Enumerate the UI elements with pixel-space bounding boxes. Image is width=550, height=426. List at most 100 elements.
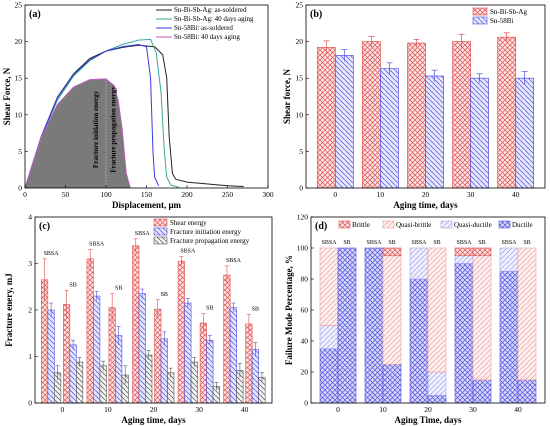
c-group-label: SB (206, 306, 213, 312)
b-xtick-label: 0 (333, 190, 337, 199)
d-bar-segment (499, 270, 519, 404)
c-y-axis-label: Fracture enery, mJ (4, 273, 14, 347)
d-bar-segment (454, 255, 474, 264)
b-bar (470, 77, 489, 189)
b-legend-label-0: Sn-Bi-Sb-Ag (490, 8, 527, 16)
d-ytick-label: 20 (301, 368, 309, 377)
panel-label-b: (b) (310, 9, 322, 20)
d-legend-swatch-1 (382, 220, 395, 229)
d-ytick-label: 120 (297, 213, 309, 222)
b-xtick-label: 20 (422, 190, 430, 199)
d-group-label: SB (388, 240, 395, 246)
c-legend-label-1: Fracture initiation energy (170, 228, 242, 236)
a-ytick-label: 5 (18, 147, 22, 156)
c-bar (229, 307, 237, 404)
c-legend-label-0: Shear energy (170, 219, 207, 227)
c-bar (93, 295, 101, 404)
c-legend-swatch-0 (153, 218, 168, 227)
a-x-axis-label: Displacement, μm (112, 200, 182, 210)
c-group-label: SBSA (226, 258, 242, 264)
d-ytick-label: 60 (301, 306, 309, 315)
d-ytick-label: 0 (304, 399, 308, 408)
d-bar-segment (319, 348, 339, 404)
a-ytick-label: 25 (15, 1, 23, 10)
annotation-propagation: Fracture propagation energy (110, 86, 118, 173)
c-group-label: SB (115, 286, 122, 292)
c-bar (184, 302, 192, 404)
b-bar (407, 42, 426, 189)
c-bar (160, 338, 168, 404)
fracture-energy-area (25, 78, 131, 188)
d-legend-swatch-0 (338, 220, 351, 229)
c-bar (47, 309, 55, 404)
series-line-2 (24, 44, 160, 189)
c-legend-swatch-1 (153, 227, 168, 236)
d-xtick-label: 10 (379, 405, 387, 414)
d-bar-segment (472, 255, 492, 381)
panel-label-a: (a) (29, 9, 41, 20)
c-xtick-label: 40 (241, 405, 249, 414)
d-bar-segment (382, 247, 402, 257)
d-bar-segment (472, 247, 492, 257)
annotation-initiation: Fracture initiation energy (92, 90, 100, 168)
c-ytick-label: 2 (28, 306, 32, 315)
a-legend-label-0: Sn-Bi-Sb-Ag: as-soldered (174, 6, 247, 14)
c-bar (223, 274, 231, 404)
a-xtick-label: 200 (181, 190, 193, 199)
b-bar (452, 41, 471, 189)
b-bar (515, 77, 535, 189)
b-ytick-label: 15 (296, 74, 304, 83)
b-ytick-label: 0 (299, 184, 303, 193)
c-bar (145, 354, 153, 404)
d-y-axis-label: Failure Mode Percentage, % (284, 255, 294, 365)
c-bar (86, 258, 94, 404)
d-bar-segment (427, 247, 447, 373)
c-bar (199, 322, 207, 404)
b-bar (362, 41, 381, 189)
b-legend-label-1: Sn-58Bi (490, 17, 513, 25)
c-group-label: SB (252, 307, 259, 313)
c-bar (154, 308, 162, 404)
a-ytick-label: 20 (15, 37, 23, 46)
c-legend-swatch-2 (153, 236, 168, 245)
d-legend-swatch-3 (498, 220, 511, 229)
d-bar-segment (319, 247, 339, 326)
d-group-label: SBSA (456, 240, 472, 246)
c-group-label: SB (69, 282, 76, 288)
c-bar (206, 339, 214, 404)
d-group-label: SBSA (411, 240, 427, 246)
c-bar (99, 365, 107, 404)
a-xtick-label: 100 (100, 190, 112, 199)
d-bar-segment (364, 247, 384, 404)
b-bar (425, 75, 444, 189)
d-legend-swatch-2 (440, 220, 453, 229)
c-bar (177, 260, 185, 404)
d-bar-segment (382, 363, 402, 404)
b-y-axis-label: Shear force, N (282, 69, 292, 124)
d-ytick-label: 40 (301, 337, 309, 346)
series-line-1 (24, 38, 180, 189)
panel-label-d: (d) (315, 221, 327, 232)
c-bar (115, 335, 123, 404)
c-bar (108, 307, 116, 404)
d-xtick-label: 20 (424, 405, 432, 414)
b-bar (316, 47, 336, 189)
b-legend-swatch-0 (472, 7, 488, 16)
a-legend-label-2: Sn-58Bi: as-soldered (174, 24, 233, 32)
d-bar-segment (427, 371, 447, 396)
c-bar (69, 344, 77, 404)
d-bar-segment (382, 255, 402, 365)
c-bar (138, 293, 146, 404)
panel-b-frame (305, 4, 546, 189)
a-legend-label-3: Sn-58Bi: 40 days aging (174, 33, 240, 41)
b-bar (497, 36, 517, 189)
d-xtick-label: 40 (514, 405, 522, 414)
a-ytick-label: 10 (15, 110, 23, 119)
c-bar (251, 349, 259, 404)
a-legend-label-1: Sn-Bi-Sb-Ag: 40 days aging (174, 15, 254, 23)
c-group-label: SBSA (135, 231, 151, 237)
c-bar (132, 245, 140, 404)
d-bar-segment (454, 263, 474, 404)
d-group-label: SB (523, 240, 530, 246)
